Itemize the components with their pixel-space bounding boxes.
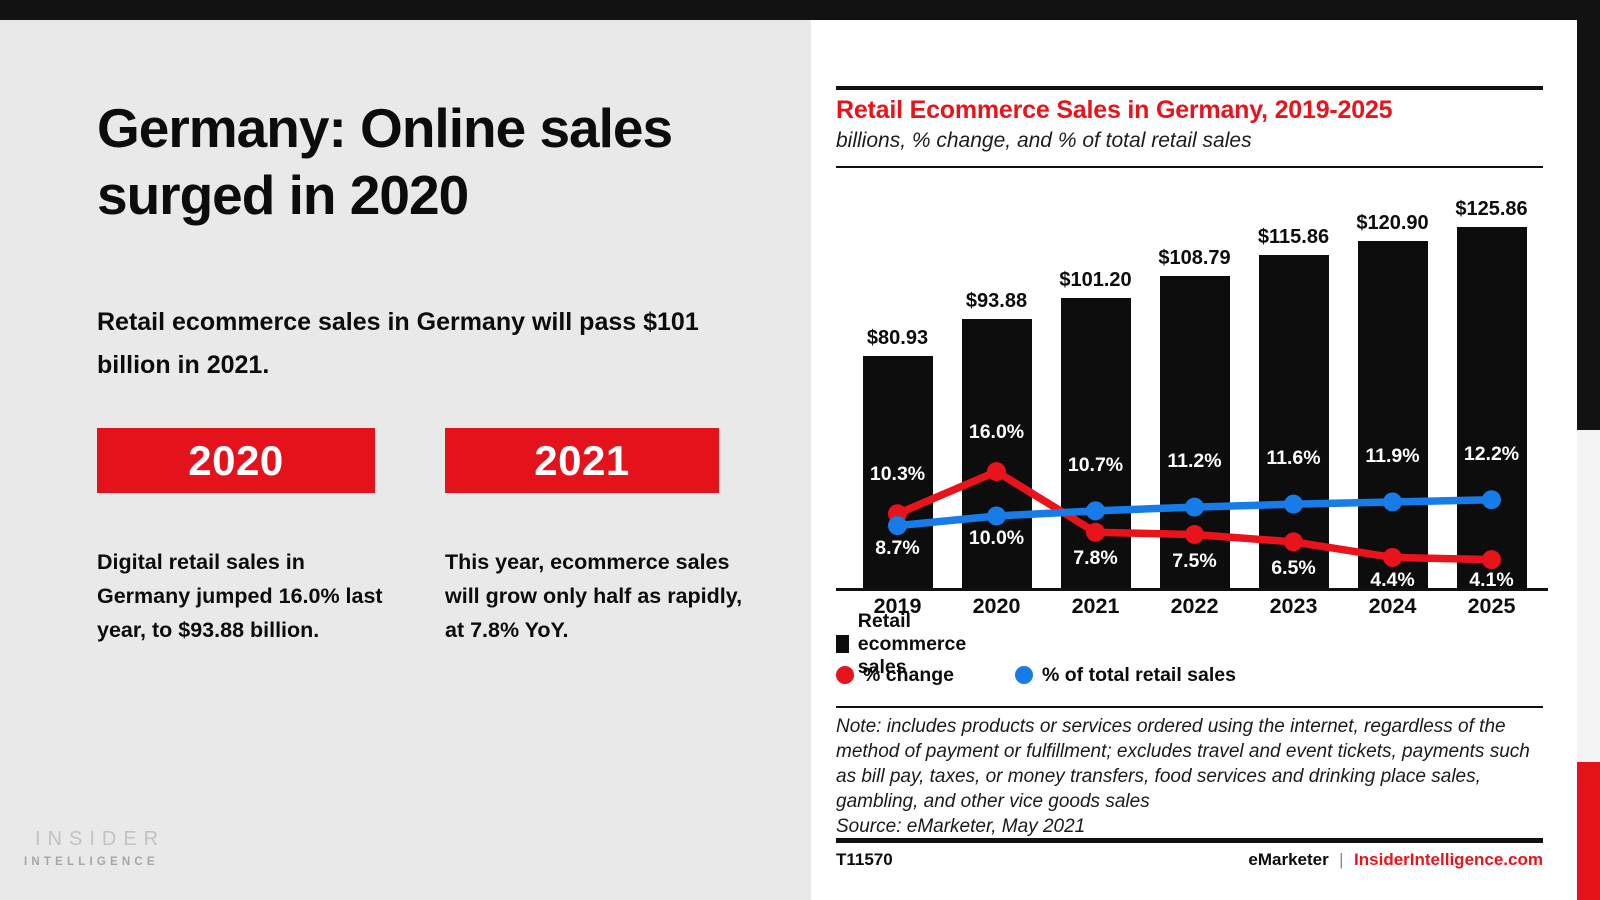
insider-intelligence-logo: INSIDER INTELLIGENCE: [24, 828, 165, 868]
column-2020: 2020 Digital retail sales in Germany jum…: [97, 428, 397, 647]
data-point: [1383, 547, 1402, 567]
logo-line-intelligence: INTELLIGENCE: [24, 856, 159, 868]
red-dot-marker-icon: [836, 666, 854, 684]
bar-value-label: $120.90: [1356, 212, 1429, 234]
legend-item-pct-of-total: % of total retail sales: [1015, 664, 1236, 687]
x-tick-2025: 2025: [1467, 594, 1516, 618]
pct-of-total-label: 11.2%: [1167, 450, 1222, 473]
bar-value-label: $93.88: [965, 290, 1028, 312]
black-square-marker-icon: [836, 635, 849, 653]
chart-note: Note: includes products or services orde…: [836, 716, 1530, 812]
emarketer-wordmark: eMarketer: [1248, 850, 1329, 869]
divider-footer: [836, 838, 1543, 843]
pct-of-total-label: 10.7%: [1067, 453, 1124, 476]
data-point: [1086, 501, 1105, 521]
x-tick-2019: 2019: [873, 594, 922, 618]
data-point: [1383, 492, 1402, 512]
x-tick-2023: 2023: [1269, 594, 1318, 618]
chart-legend: Retail ecommerce sales % change % of tot…: [836, 610, 1236, 694]
divider-top: [836, 86, 1543, 90]
bar-value-label: $101.20: [1059, 269, 1132, 291]
data-point: [1185, 525, 1204, 544]
left-panel: Germany: Online sales surged in 2020 Ret…: [0, 20, 811, 900]
data-point: [888, 516, 907, 536]
data-point: [1482, 550, 1501, 570]
chart-footer: T11570 eMarketer | InsiderIntelligence.c…: [836, 850, 1543, 870]
pct-of-total-label: 10.0%: [968, 527, 1025, 549]
bar-2025: [1456, 227, 1527, 588]
pct-change-label: 16.0%: [968, 420, 1025, 443]
column-2021: 2021 This year, ecommerce sales will gro…: [445, 428, 745, 647]
data-point: [1284, 494, 1303, 514]
legend-label: % change: [863, 663, 955, 686]
chart-plot-area: $80.93 $93.88 $101.20 $108.79 $115.86 $120.90…: [848, 190, 1541, 591]
bar-value-label: $125.86: [1455, 198, 1528, 220]
x-axis-line: [836, 588, 1548, 591]
x-tick-2020: 2020: [972, 594, 1021, 618]
pct-change-label: 4.1%: [1469, 569, 1514, 591]
slide-title: Germany: Online sales surged in 2020: [97, 97, 673, 226]
year-badge-2020: 2020: [97, 428, 375, 493]
x-tick-2024: 2024: [1368, 594, 1417, 618]
divider-note: [836, 706, 1543, 708]
slide-subtitle: Retail ecommerce sales in Germany will p…: [97, 308, 699, 379]
bar-2024: [1357, 241, 1428, 588]
right-edge-gray-strip: [1577, 430, 1600, 762]
bar-value-label: $108.79: [1158, 247, 1231, 269]
x-axis-labels: 2019 2020 2021 2022 2023 2024 2025: [848, 594, 1541, 620]
bar-2020: [961, 319, 1032, 588]
footer-brand-block: eMarketer | InsiderIntelligence.com: [1248, 850, 1543, 870]
pct-of-total-label: 11.9%: [1365, 444, 1420, 467]
insiderintelligence-link[interactable]: InsiderIntelligence.com: [1354, 850, 1543, 869]
pct-of-total-label: 12.2%: [1463, 442, 1520, 465]
legend-row-lines: % change % of total retail sales: [836, 663, 1236, 687]
line-series-overlay: [888, 462, 1501, 570]
legend-label: % of total retail sales: [1042, 663, 1236, 686]
chart-id: T11570: [836, 850, 893, 869]
chart-title: Retail Ecommerce Sales in Germany, 2019-…: [836, 96, 1393, 124]
divider-subtitle: [836, 166, 1543, 168]
blue-dot-marker-icon: [1015, 666, 1033, 684]
right-edge-red-strip: [1577, 762, 1600, 900]
legend-row-bars: Retail ecommerce sales: [836, 610, 1236, 678]
right-edge-black-strip: [1577, 20, 1600, 430]
chart-card: Retail Ecommerce Sales in Germany, 2019-…: [811, 20, 1577, 900]
bar-value-label: $115.86: [1257, 226, 1330, 248]
pct-change-label: 4.4%: [1370, 569, 1415, 591]
pct-of-total-label: 11.6%: [1266, 447, 1321, 470]
data-point: [1086, 522, 1105, 542]
pct-change-label: 6.5%: [1271, 556, 1316, 579]
chart-source: Source: eMarketer, May 2021: [836, 816, 1086, 837]
legend-item-pct-change: % change: [836, 664, 1015, 687]
x-tick-2022: 2022: [1170, 594, 1219, 618]
data-point: [987, 506, 1006, 526]
bar-value-label: $80.93: [866, 327, 929, 349]
pct-change-label: 7.5%: [1172, 549, 1217, 572]
data-point: [987, 462, 1006, 482]
pct-change-label: 10.3%: [869, 462, 926, 485]
pct-change-label: 7.8%: [1073, 547, 1118, 570]
pct-of-total-label: 8.7%: [875, 536, 920, 559]
data-point: [1482, 490, 1501, 510]
chart-subtitle: billions, % change, and % of total retai…: [836, 129, 1252, 152]
footer-divider-glyph: |: [1339, 850, 1344, 869]
x-tick-2021: 2021: [1071, 594, 1120, 618]
legend-label: Retail ecommerce sales: [857, 609, 967, 678]
legend-item-ecommerce-sales: Retail ecommerce sales: [836, 610, 1015, 679]
logo-line-insider: INSIDER: [35, 828, 166, 850]
bar-2019: [862, 356, 933, 588]
data-point: [1284, 532, 1303, 552]
column-text-2020: Digital retail sales in Germany jumped 1…: [97, 550, 383, 642]
data-point: [1185, 497, 1204, 517]
year-badge-2021: 2021: [445, 428, 719, 493]
top-bar: [0, 0, 1600, 20]
column-text-2021: This year, ecommerce sales will grow onl…: [445, 550, 743, 642]
